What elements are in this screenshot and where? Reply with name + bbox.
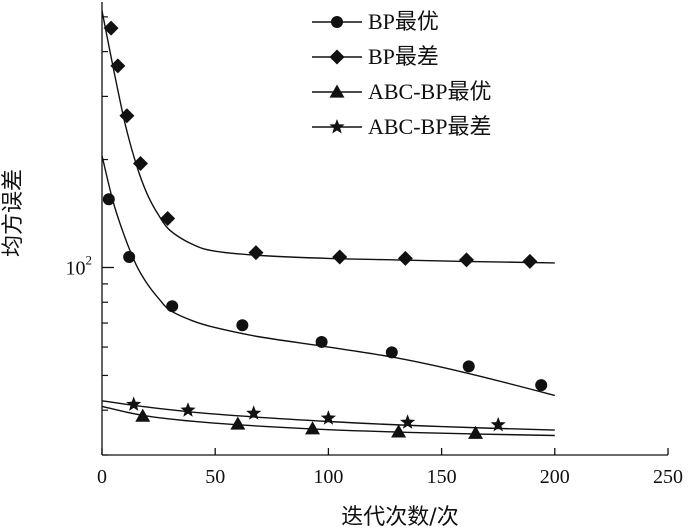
x-tick-label: 150: [427, 466, 457, 488]
data-point-diamond: [459, 252, 475, 268]
data-point-circle: [236, 319, 249, 332]
legend: BP最优 BP最差 ABC-BP最优 ABC-BP最差: [312, 9, 491, 139]
legend-item: ABC-BP最优: [312, 79, 491, 104]
legend-item: ABC-BP最差: [312, 114, 491, 139]
series-diamond: [101, 10, 555, 269]
x-axis-label: 迭代次数/次: [341, 505, 458, 530]
legend-label: ABC-BP最优: [368, 79, 491, 104]
x-tick-label: 100: [313, 466, 343, 488]
data-point-triangle: [305, 421, 321, 435]
y-axis-label: 均方误差: [1, 169, 26, 257]
data-point-star: [246, 405, 262, 420]
legend-marker-diamond: [329, 49, 345, 65]
series-circle: [101, 155, 555, 397]
data-point-star: [180, 402, 196, 417]
data-point-star: [126, 396, 142, 411]
x-tick-label: 250: [653, 466, 683, 488]
legend-item: BP最优: [312, 9, 439, 34]
data-point-diamond: [522, 253, 538, 269]
x-tick-label: 200: [540, 466, 570, 488]
legend-marker-circle: [331, 16, 343, 28]
data-point-diamond: [103, 20, 119, 36]
data-point-circle: [535, 379, 548, 392]
x-tick-label: 0: [97, 466, 107, 488]
data-point-triangle: [391, 424, 407, 438]
data-point-star: [320, 410, 336, 425]
legend-label: ABC-BP最差: [368, 114, 491, 139]
data-point-triangle: [230, 416, 246, 430]
data-point-circle: [462, 360, 475, 373]
data-point-diamond: [160, 210, 176, 226]
series-line: [101, 400, 555, 431]
data-point-diamond: [110, 58, 126, 74]
data-point-diamond: [397, 250, 413, 266]
series-star: [101, 396, 555, 432]
x-tick-label: 50: [205, 466, 225, 488]
data-point-diamond: [119, 108, 135, 124]
legend-marker-star: [329, 119, 345, 134]
series-triangle: [101, 405, 555, 439]
data-point-circle: [315, 335, 328, 348]
legend-item: BP最差: [312, 44, 439, 69]
series-line: [101, 405, 555, 437]
series-layer: [101, 10, 555, 439]
data-point-diamond: [332, 249, 348, 265]
y-tick-label: 102: [66, 252, 93, 279]
data-point-circle: [166, 300, 179, 313]
data-point-star: [400, 414, 416, 429]
data-point-star: [490, 416, 506, 432]
data-point-diamond: [132, 155, 148, 171]
data-point-circle: [385, 346, 398, 359]
data-point-circle: [123, 250, 136, 263]
data-point-diamond: [248, 245, 264, 261]
legend-marker-triangle: [329, 84, 345, 98]
axes: 0 50 100 150 200 250 102: [66, 2, 683, 488]
series-line: [101, 155, 555, 397]
data-point-circle: [102, 193, 115, 206]
legend-label: BP最优: [368, 9, 439, 34]
data-point-triangle: [135, 408, 151, 422]
legend-label: BP最差: [368, 44, 439, 69]
data-point-triangle: [468, 425, 484, 439]
series-line: [101, 10, 555, 264]
